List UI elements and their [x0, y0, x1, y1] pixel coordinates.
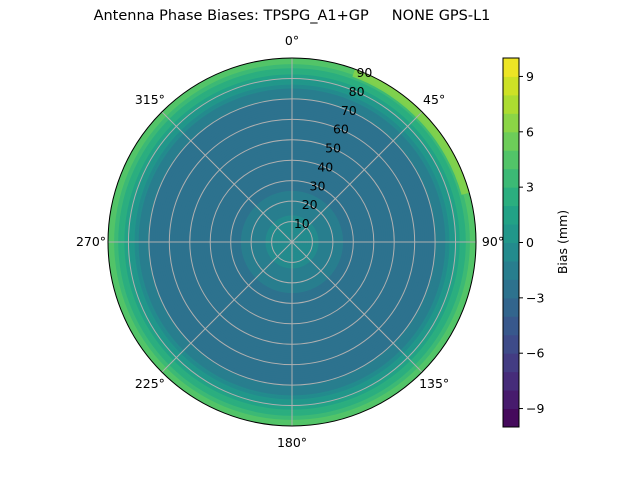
- colorbar-label: Bias (mm): [555, 210, 570, 274]
- colorbar-band: [503, 316, 519, 336]
- angular-gridline: [291, 241, 423, 373]
- colorbar-band: [503, 131, 519, 151]
- colorbar-tick-label: −3: [526, 290, 544, 305]
- angular-tick-label: 0°: [285, 33, 299, 48]
- colorbar-tick-label: −9: [526, 401, 544, 416]
- angular-tick-label: 135°: [419, 376, 449, 391]
- angular-tick-label: 225°: [135, 376, 165, 391]
- colorbar-band: [503, 76, 519, 96]
- colorbar-band: [503, 260, 519, 280]
- colorbar-tick-label: 9: [526, 69, 534, 84]
- colorbar-band: [503, 187, 519, 207]
- colorbar-band: [503, 297, 519, 317]
- radial-tick-label: 20: [302, 197, 318, 212]
- colorbar-tick-label: 6: [526, 124, 534, 139]
- radial-tick-label: 40: [317, 159, 333, 174]
- colorbar-band: [503, 224, 519, 243]
- colorbar-band: [503, 371, 519, 391]
- colorbar-band: [503, 242, 519, 262]
- angular-tick-label: 180°: [277, 435, 307, 450]
- colorbar-band: [503, 168, 519, 188]
- colorbar-tick-label: 3: [526, 180, 534, 195]
- radial-tick-label: 60: [333, 122, 349, 137]
- angular-gridline: [291, 111, 423, 243]
- colorbar-band: [503, 205, 519, 225]
- polar-frame: [107, 57, 477, 427]
- radial-tick-label: 10: [294, 216, 310, 231]
- colorbar-tick-label: −6: [526, 346, 544, 361]
- radial-tick-label: 90: [356, 65, 372, 80]
- colorbar-band: [503, 334, 519, 354]
- colorbar-band: [503, 390, 519, 410]
- radial-tick-label: 50: [325, 141, 341, 156]
- colorbar-band: [503, 94, 519, 114]
- colorbar-band: [503, 58, 519, 77]
- colorbar-band: [503, 353, 519, 373]
- colorbar-band: [503, 279, 519, 299]
- chart-title: Antenna Phase Biases: TPSPG_A1+GP NONE G…: [93, 8, 491, 24]
- colorbar-band: [503, 113, 519, 133]
- radial-tick-label: 70: [341, 103, 357, 118]
- angular-gridline: [161, 241, 293, 373]
- colorbar-band: [503, 150, 519, 170]
- angular-tick-label: 45°: [423, 92, 445, 107]
- angular-tick-label: 90°: [482, 234, 504, 249]
- angular-gridline: [161, 111, 293, 243]
- colorbar-tick-label: 0: [526, 235, 534, 250]
- radial-tick-label: 80: [349, 84, 365, 99]
- colorbar-band: [503, 408, 519, 428]
- angular-tick-label: 270°: [76, 234, 106, 249]
- angular-tick-label: 315°: [135, 92, 165, 107]
- contour-band: [352, 69, 470, 195]
- radial-tick-label: 30: [310, 178, 326, 193]
